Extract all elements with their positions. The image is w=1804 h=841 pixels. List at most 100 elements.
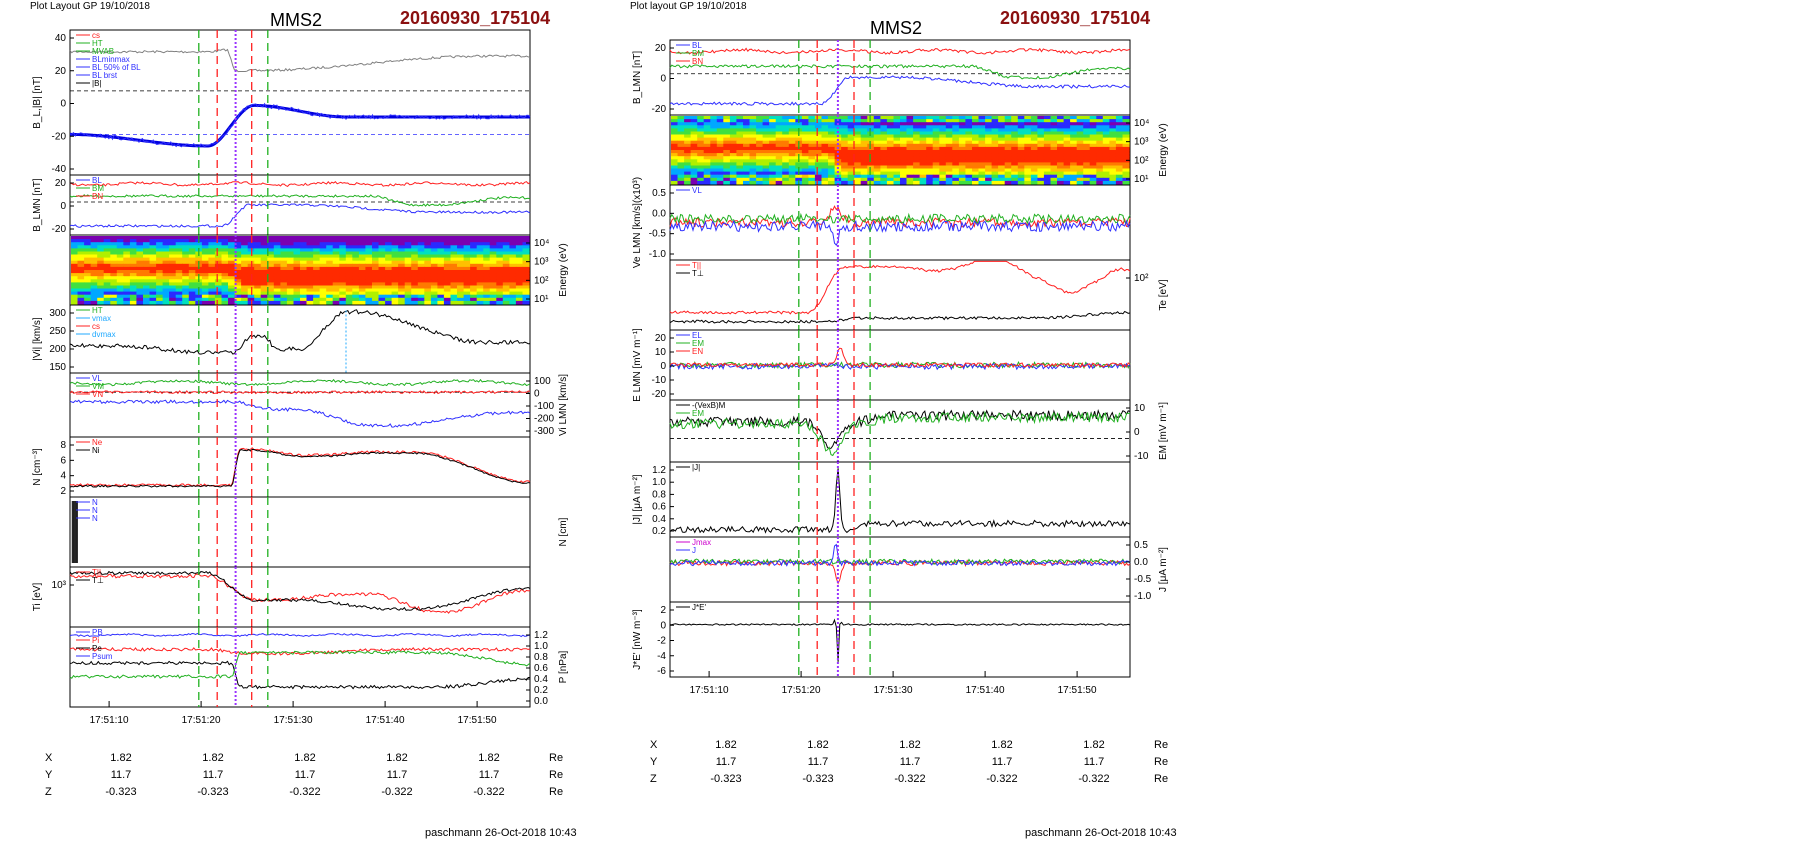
spectrogram-cell [1004,131,1012,136]
spectrogram-cell [939,146,947,151]
spectrogram-cell [188,254,196,259]
spectrogram-cell [860,177,868,182]
spectrogram-cell [919,125,927,129]
spectrogram-cell [1024,174,1032,179]
spectrogram-cell [1115,119,1123,123]
spectrogram-cell [345,254,353,259]
spectrogram-cell [808,171,816,176]
spectrogram-cell [743,128,751,133]
spectrogram-cell [716,159,724,163]
spectrogram-cell [1024,156,1032,160]
spectrogram-cell [522,288,530,293]
spectrogram-cell [958,140,966,145]
spectrogram-cell [788,128,796,133]
spectrogram-cell [430,297,438,302]
spectrogram-cell [365,276,373,280]
spectrogram-cell [749,177,757,182]
spectrogram-cell [932,134,940,139]
spectrogram-cell [326,291,334,296]
spectrogram-cell [201,285,209,290]
spectrogram-cell [736,153,744,157]
spectrogram-cell [110,263,118,268]
spectrogram-cell [697,134,705,139]
spectrogram-cell [991,171,999,176]
series-line-0 [669,618,1131,662]
spectrogram-cell [972,134,980,139]
spectrogram-cell [417,279,425,283]
spectrogram-cell [847,153,855,157]
spectrogram-cell [509,285,517,290]
spectrogram-cell [502,276,510,280]
spectrogram-cell [1096,162,1104,167]
spectrogram-cell [502,288,510,293]
spectrogram-cell [788,146,796,151]
legend-label: BN [92,192,103,201]
spectrogram-cell [437,300,445,305]
spectrogram-cell [729,168,737,173]
spectrogram-cell [1089,162,1097,167]
spectrogram-cell [457,254,465,259]
spectrogram-cell [280,294,288,299]
spectrogram-cell [1057,116,1065,120]
spectrogram-cell [319,236,327,240]
spectrogram-cell [358,239,366,243]
spectrogram-cell [378,294,386,299]
spectrogram-cell [756,180,764,185]
spectrogram-cell [788,143,796,148]
spectrogram-cell [795,137,803,142]
spectrogram-cell [821,122,829,126]
spectrogram-cell [1063,156,1071,160]
spectrogram-cell [847,162,855,167]
x-tick-label: 17:51:40 [366,715,405,726]
spectrogram-cell [886,143,894,148]
spectrogram-cell [716,153,724,157]
spectrogram-cell [156,273,164,277]
spectrogram-cell [313,273,321,277]
spectrogram-cell [208,288,216,293]
spectrogram-cell [411,266,419,271]
spectrogram-cell [129,248,137,253]
spectrogram-cell [1043,162,1051,167]
spectrogram-cell [169,236,177,240]
spectrogram-cell [684,131,692,136]
spectrogram-cell [945,134,953,139]
spectrogram-cell [319,245,327,249]
spectrogram-cell [998,162,1006,167]
spectrogram-cell [978,177,986,182]
spectrogram-cell [214,282,222,287]
spectrogram-cell [756,156,764,160]
spectrogram-cell [489,285,497,290]
spectrogram-cell [326,276,334,280]
spectrogram-cell [71,279,79,283]
spectrogram-cell [821,159,829,163]
spectrogram-cell [710,156,718,160]
spectrogram-cell [502,279,510,283]
series-line-0 [69,309,530,355]
spectrogram-cell [443,282,451,287]
spectrogram-cell [175,260,183,265]
spectrogram-cell [710,171,718,176]
spectrogram-cell [175,257,183,262]
spectrogram-cell [398,279,406,283]
spectrogram-cell [214,266,222,271]
spectrogram-cell [280,276,288,280]
spectrogram-cell [1043,116,1051,120]
spectrogram-cell [690,128,698,133]
spectrogram-cell [919,159,927,163]
spectrogram-cell [378,242,386,246]
spectrogram-cell [509,251,517,256]
spectrogram-cell [847,177,855,182]
spectrogram-cell [319,263,327,268]
spectrogram-cell [880,143,888,148]
spectrogram-cell [77,239,85,243]
spectrogram-cell [457,291,465,296]
y-tick-label: 0.8 [652,489,666,500]
spectrogram-cell [808,140,816,145]
spectrogram-cell [873,134,881,139]
spectrogram-cell [234,251,242,256]
spectrogram-cell [411,236,419,240]
y-axis-label: Vi LMN [km/s] [558,374,569,436]
spectrogram-cell [470,254,478,259]
spectrogram-cell [690,162,698,167]
spectrogram-cell [972,122,980,126]
